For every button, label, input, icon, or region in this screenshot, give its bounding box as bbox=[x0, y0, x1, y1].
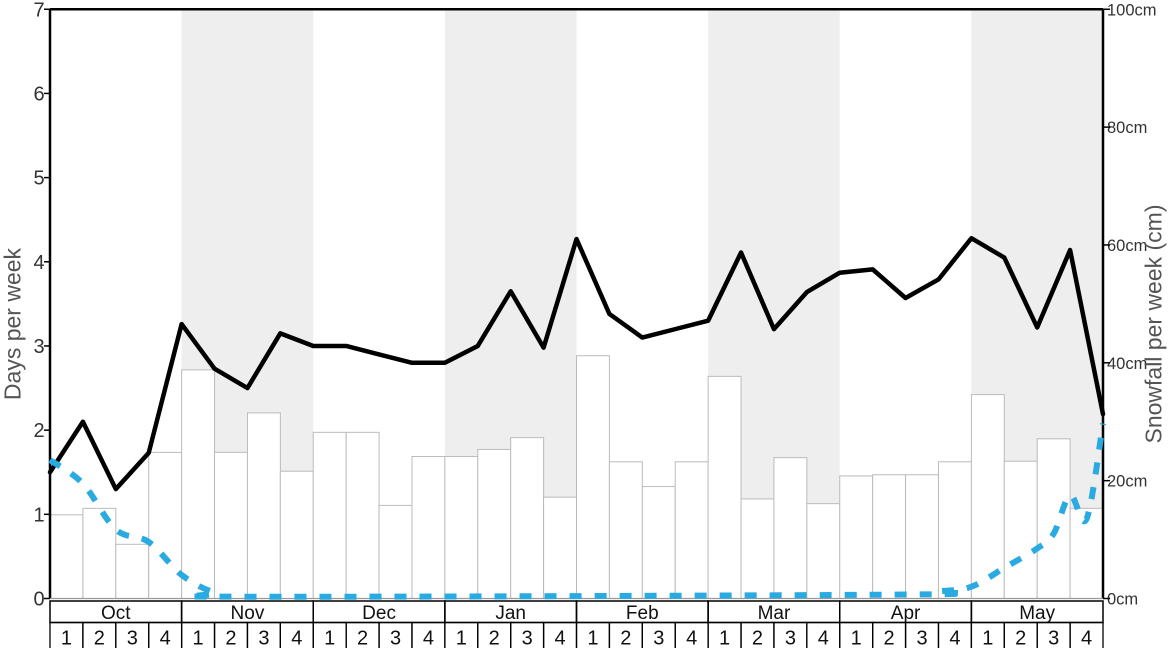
svg-text:2: 2 bbox=[1015, 628, 1026, 648]
svg-text:3: 3 bbox=[522, 628, 533, 648]
svg-text:100cm: 100cm bbox=[1107, 1, 1157, 19]
svg-text:4: 4 bbox=[1081, 628, 1092, 648]
svg-text:Oct: Oct bbox=[101, 603, 131, 624]
svg-text:May: May bbox=[1019, 603, 1055, 624]
svg-text:4: 4 bbox=[291, 628, 302, 648]
svg-text:Feb: Feb bbox=[626, 603, 659, 624]
svg-text:Jan: Jan bbox=[495, 603, 526, 624]
svg-text:1: 1 bbox=[193, 628, 204, 648]
svg-text:Nov: Nov bbox=[231, 603, 265, 624]
svg-text:4: 4 bbox=[686, 628, 697, 648]
svg-text:2: 2 bbox=[225, 628, 236, 648]
svg-text:0: 0 bbox=[33, 589, 44, 611]
svg-text:4: 4 bbox=[554, 628, 565, 648]
svg-text:1: 1 bbox=[851, 628, 862, 648]
svg-text:1: 1 bbox=[324, 628, 335, 648]
svg-text:3: 3 bbox=[390, 628, 401, 648]
svg-text:3: 3 bbox=[33, 336, 44, 358]
svg-text:3: 3 bbox=[653, 628, 664, 648]
svg-text:7: 7 bbox=[33, 0, 44, 21]
svg-text:2: 2 bbox=[357, 628, 368, 648]
svg-text:2: 2 bbox=[489, 628, 500, 648]
svg-text:3: 3 bbox=[258, 628, 269, 648]
svg-text:2: 2 bbox=[620, 628, 631, 648]
svg-text:2: 2 bbox=[33, 420, 44, 442]
svg-text:1: 1 bbox=[587, 628, 598, 648]
svg-text:3: 3 bbox=[1048, 628, 1059, 648]
svg-text:2: 2 bbox=[94, 628, 105, 648]
svg-text:4: 4 bbox=[33, 252, 44, 274]
svg-text:4: 4 bbox=[949, 628, 960, 648]
svg-text:Apr: Apr bbox=[891, 603, 921, 624]
svg-text:Dec: Dec bbox=[362, 603, 396, 624]
svg-text:80cm: 80cm bbox=[1107, 119, 1147, 137]
svg-text:1: 1 bbox=[61, 628, 72, 648]
svg-text:20cm: 20cm bbox=[1107, 473, 1147, 491]
svg-text:4: 4 bbox=[818, 628, 829, 648]
svg-text:4: 4 bbox=[423, 628, 434, 648]
svg-text:5: 5 bbox=[33, 168, 44, 190]
svg-text:2: 2 bbox=[752, 628, 763, 648]
svg-text:1: 1 bbox=[719, 628, 730, 648]
svg-text:1: 1 bbox=[33, 504, 44, 526]
svg-text:0cm: 0cm bbox=[1107, 591, 1138, 609]
svg-text:3: 3 bbox=[127, 628, 138, 648]
svg-text:3: 3 bbox=[916, 628, 927, 648]
svg-text:1: 1 bbox=[982, 628, 993, 648]
svg-text:6: 6 bbox=[33, 83, 44, 105]
svg-text:Mar: Mar bbox=[758, 603, 791, 624]
svg-text:1: 1 bbox=[456, 628, 467, 648]
svg-text:3: 3 bbox=[785, 628, 796, 648]
svg-text:2: 2 bbox=[884, 628, 895, 648]
svg-text:4: 4 bbox=[160, 628, 171, 648]
